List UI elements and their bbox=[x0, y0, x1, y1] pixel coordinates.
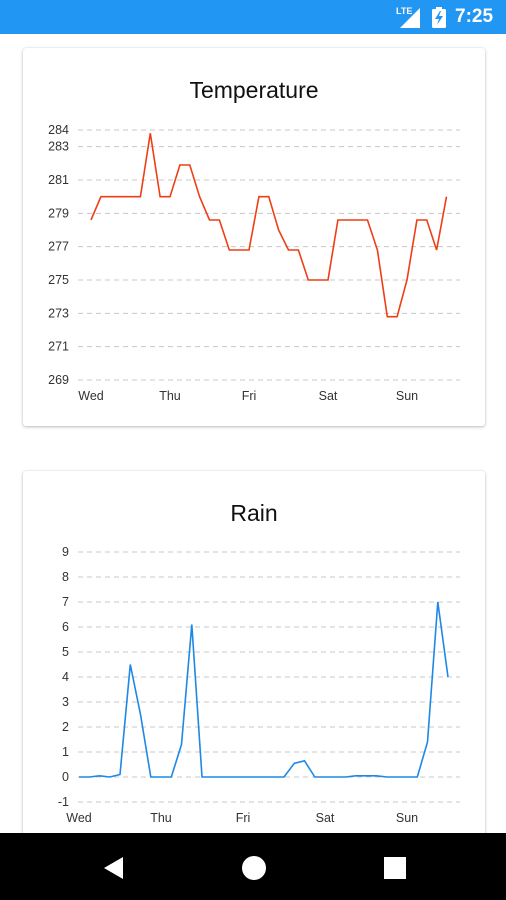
y-tick-label: 273 bbox=[48, 306, 69, 320]
y-tick-label: 269 bbox=[48, 373, 69, 387]
y-tick-label: 0 bbox=[62, 770, 69, 784]
y-tick-label: 8 bbox=[62, 570, 69, 584]
y-tick-label: -1 bbox=[58, 795, 69, 809]
battery-charging-icon bbox=[432, 7, 446, 28]
status-bar: LTE 7:25 bbox=[0, 0, 506, 34]
rain-chart: Rain -1 0 1 2 3 4 5 6 7 8 9 Wed Thu Fri Sat Sun bbox=[58, 500, 460, 825]
rain-card: Rain -1 0 1 2 3 4 5 6 7 8 9 Wed Thu Fri Sat Sun bbox=[23, 471, 485, 851]
network-label: LTE bbox=[396, 6, 413, 16]
temperature-chart: Temperature 269 271 273 275 277 279 281 283 284 W… bbox=[48, 77, 460, 403]
recents-icon[interactable] bbox=[382, 855, 408, 881]
y-tick-label: 2 bbox=[62, 720, 69, 734]
back-icon[interactable] bbox=[101, 855, 127, 881]
y-tick-label: 284 bbox=[48, 123, 69, 137]
x-tick-label: Thu bbox=[150, 811, 172, 825]
navigation-bar bbox=[0, 833, 506, 900]
y-tick-label: 9 bbox=[62, 545, 69, 559]
x-tick-label: Wed bbox=[66, 811, 92, 825]
chart-title: Temperature bbox=[189, 77, 318, 103]
home-icon[interactable] bbox=[241, 855, 267, 881]
series-line bbox=[79, 601, 449, 778]
chart-title: Rain bbox=[230, 500, 277, 526]
x-tick-label: Fri bbox=[242, 389, 257, 403]
x-tick-label: Thu bbox=[159, 389, 181, 403]
y-tick-label: 6 bbox=[62, 620, 69, 634]
x-tick-label: Sat bbox=[316, 811, 335, 825]
x-tick-label: Wed bbox=[78, 389, 104, 403]
series-line bbox=[90, 133, 448, 318]
y-tick-label: 3 bbox=[62, 695, 69, 709]
x-tick-label: Sun bbox=[396, 389, 418, 403]
x-tick-label: Sat bbox=[319, 389, 338, 403]
x-tick-label: Sun bbox=[396, 811, 418, 825]
y-tick-label: 5 bbox=[62, 645, 69, 659]
y-tick-label: 4 bbox=[62, 670, 69, 684]
y-tick-label: 279 bbox=[48, 206, 69, 220]
y-tick-label: 271 bbox=[48, 340, 69, 354]
y-tick-label: 7 bbox=[62, 595, 69, 609]
y-tick-label: 277 bbox=[48, 240, 69, 254]
y-tick-label: 281 bbox=[48, 173, 69, 187]
y-tick-label: 1 bbox=[62, 745, 69, 759]
y-tick-label: 275 bbox=[48, 273, 69, 287]
temperature-card: Temperature 269 271 273 275 277 279 281 283 284 W… bbox=[23, 48, 485, 426]
clock: 7:25 bbox=[455, 6, 494, 27]
x-tick-label: Fri bbox=[236, 811, 251, 825]
signal-icon bbox=[400, 8, 420, 28]
y-tick-label: 283 bbox=[48, 140, 69, 154]
